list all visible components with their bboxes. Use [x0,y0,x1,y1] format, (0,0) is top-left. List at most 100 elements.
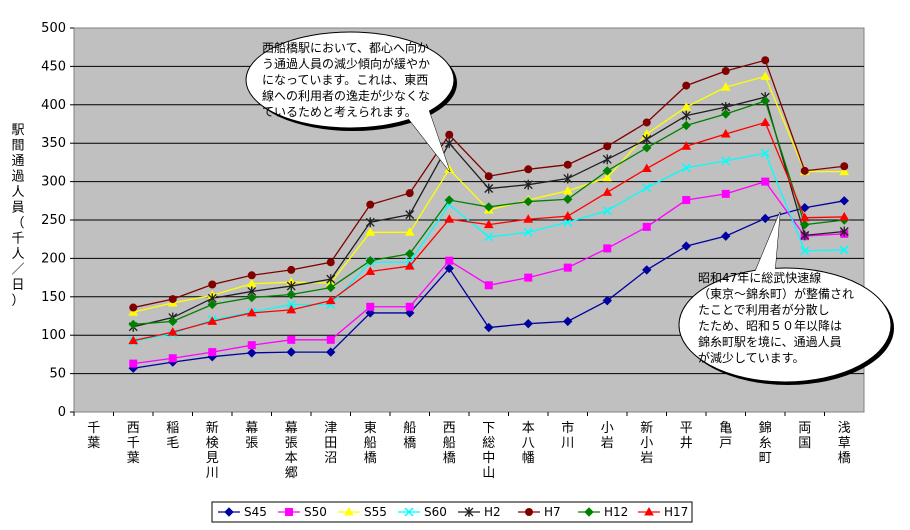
data-point-S60 [760,148,770,158]
data-point-H17 [641,163,652,173]
x-category-label: 市川 [561,420,574,451]
data-point-S50 [405,302,414,311]
data-point-H7 [761,56,770,65]
data-point-H2 [839,226,849,237]
data-point-H17 [325,295,336,305]
data-point-S60-stroke [839,245,849,255]
data-point-H7 [603,142,612,151]
x-category-label: 平井 [680,421,693,451]
data-point-S50 [721,189,730,198]
data-point-S50 [287,335,296,344]
data-point-H2 [602,154,612,165]
data-point-H2 [563,173,573,184]
data-point-S45 [326,347,336,357]
legend-swatch-marker [224,507,234,517]
callouts: 西船橋駅において、都心へ向かう通過人員の減少傾向が緩やかになっています。これは、… [245,31,894,385]
data-point-H7 [445,130,454,139]
series-H12 [128,96,849,330]
data-point-H17 [562,211,573,220]
legend-label: S55 [364,505,387,519]
data-point-S45 [642,265,652,275]
data-point-S45 [286,347,296,357]
data-point-H7 [642,118,651,127]
data-point-S45 [602,295,612,306]
data-point-S60 [484,232,494,242]
x-category-label: 稲毛 [166,421,179,451]
x-category-label: 錦糸町 [759,420,772,466]
data-point-S60-stroke [602,206,612,216]
series-H17 [128,117,850,345]
data-point-S50 [484,281,493,290]
data-point-S50 [445,256,454,265]
callout-錦糸町: 昭和47年に総武快速線（東京～錦糸町）が整備されたことで利用者が分散したため、昭… [678,211,894,385]
data-point-S45 [444,263,454,274]
data-point-H12 [365,255,375,266]
data-point-S45 [523,318,533,329]
callout-pointer-fill [408,108,450,172]
data-point-H17 [799,212,810,222]
data-point-S55 [128,307,139,316]
x-category-label: 西千葉 [127,421,140,466]
data-point-H7 [682,81,691,90]
data-point-H12 [405,249,415,259]
data-point-S60 [721,156,731,166]
y-tick-label: 350 [41,136,66,151]
data-point-S55 [760,71,771,80]
data-point-H12 [444,195,454,205]
legend-item-S55: S55 [338,505,387,519]
x-category-label: 幕張本郷 [285,421,298,481]
y-tick-label: 250 [41,213,66,228]
data-point-H7 [800,166,809,175]
legend-swatch-marker-stroke [404,507,414,517]
data-point-H17 [207,316,218,325]
y-tick-label: 100 [41,328,66,343]
legend-label: H2 [484,505,501,519]
legend-item-H17: H17 [638,505,688,519]
data-point-S45 [839,196,849,206]
callout-text: 西船橋駅において、都心へ向かう通過人員の減少傾向が緩やかになっています。これは、… [262,40,430,119]
legend-swatch-marker [584,507,594,517]
data-point-S60-stroke [286,299,296,310]
y-tick-label: 0 [58,405,66,420]
data-point-S50 [129,359,138,368]
data-point-S60 [642,183,652,193]
data-point-H2 [286,281,296,292]
data-point-H2 [444,138,454,149]
data-point-S45 [760,213,770,224]
legend-item-S50: S50 [278,505,327,519]
series-lines [128,56,850,373]
data-point-H17 [523,214,534,223]
callout-pointer-fill [755,212,780,272]
data-point-S60 [602,206,612,216]
data-point-H7 [247,271,256,280]
data-point-H17 [483,219,494,229]
data-point-H17 [128,335,139,345]
data-point-H17 [167,327,178,336]
data-point-S50 [247,341,256,350]
legend-label: S45 [244,505,267,519]
callout-西船橋: 西船橋駅において、都心へ向かう通過人員の減少傾向が緩やかになっています。これは、… [245,31,457,173]
legend-label: H17 [664,505,688,519]
data-point-H7 [840,162,849,171]
legend-item-H2: H2 [458,505,501,519]
x-category-label: 西船橋 [443,421,456,466]
data-point-H12 [602,166,612,176]
data-point-H12 [286,289,296,300]
data-point-S55 [404,227,415,236]
data-point-H12 [721,109,731,119]
legend: S45 S50 S55 S60 H2 H7 H12 H17 [211,501,693,523]
data-point-S50 [326,335,335,344]
x-category-label: 両国 [798,421,811,451]
legend-swatch-marker [285,508,293,516]
data-point-S45 [247,348,257,358]
data-point-H2 [365,217,375,228]
data-point-H2 [642,134,652,145]
x-category-label: 東船橋 [364,420,377,466]
data-point-H2 [681,110,691,121]
data-point-S50 [366,302,375,311]
callout-text: 昭和47年に総武快速線（東京～錦糸町）が整備されたことで利用者が分散したため、昭… [698,270,854,365]
data-point-H12 [800,219,810,230]
legend-swatch-marker [344,506,354,516]
y-tick-label: 400 [41,98,66,113]
